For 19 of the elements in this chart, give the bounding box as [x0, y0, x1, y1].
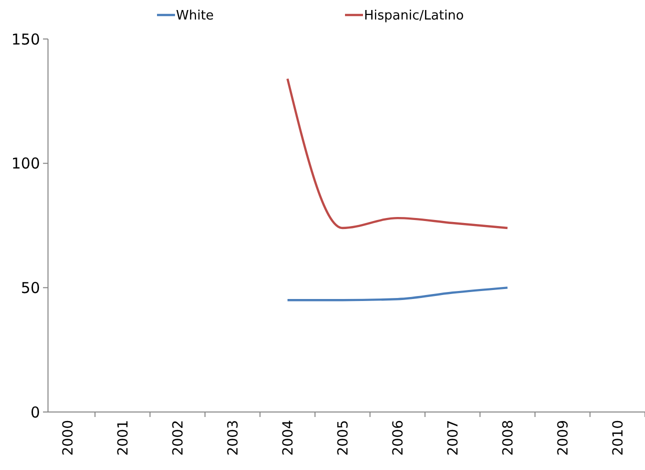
x-tick-label: 2002 [170, 420, 186, 456]
legend-label: Hispanic/Latino [364, 8, 464, 24]
x-tick-label: 2010 [610, 420, 626, 456]
y-tick-label: 50 [20, 278, 40, 297]
x-tick-label: 2004 [280, 420, 296, 456]
x-tick-label: 2000 [60, 420, 76, 456]
line-series [286, 286, 509, 302]
line-series [286, 78, 509, 230]
y-tick-label: 100 [11, 154, 40, 173]
x-tick-label: 2001 [115, 420, 132, 456]
x-tick-label: 2007 [445, 420, 462, 456]
x-tick-label: 2009 [555, 420, 572, 456]
x-tick-label: 2003 [225, 420, 242, 456]
y-tick-label: 150 [11, 30, 40, 48]
x-tick-label: 2006 [390, 420, 406, 456]
x-tick-label: 2005 [335, 420, 352, 456]
legend-label: White [176, 8, 214, 24]
x-tick-label: 2008 [500, 420, 516, 456]
y-tick-label: 0 [30, 403, 40, 422]
